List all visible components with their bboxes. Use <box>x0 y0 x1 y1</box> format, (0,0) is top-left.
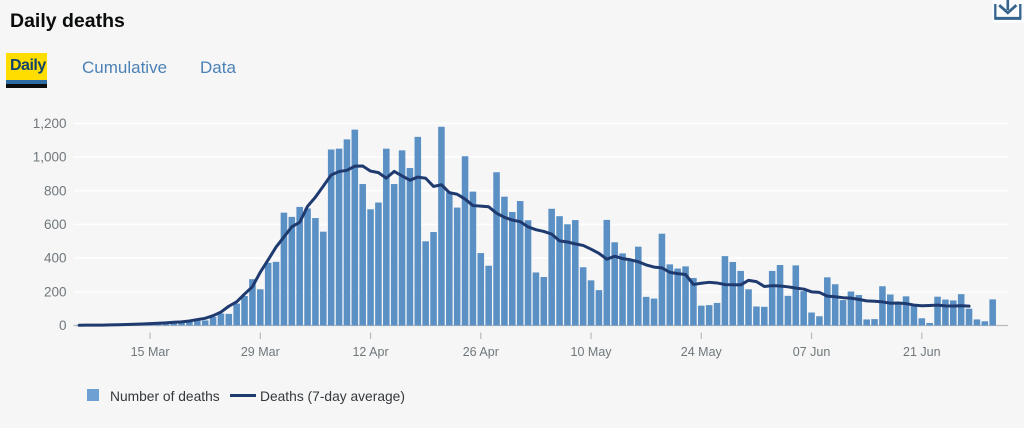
svg-text:1,000: 1,000 <box>33 150 67 165</box>
svg-text:1,200: 1,200 <box>33 116 67 131</box>
svg-text:24 May: 24 May <box>681 345 723 359</box>
svg-text:15 Mar: 15 Mar <box>131 345 170 359</box>
svg-text:29 Mar: 29 Mar <box>241 345 280 359</box>
svg-text:21 Jun: 21 Jun <box>903 345 941 359</box>
svg-text:400: 400 <box>44 251 67 266</box>
svg-text:26 Apr: 26 Apr <box>463 345 499 359</box>
svg-text:800: 800 <box>44 183 67 198</box>
svg-text:0: 0 <box>59 318 67 333</box>
svg-text:07 Jun: 07 Jun <box>793 345 831 359</box>
svg-text:10 May: 10 May <box>571 345 613 359</box>
svg-text:200: 200 <box>44 284 67 299</box>
svg-text:12 Apr: 12 Apr <box>352 345 388 359</box>
svg-text:600: 600 <box>44 217 67 232</box>
